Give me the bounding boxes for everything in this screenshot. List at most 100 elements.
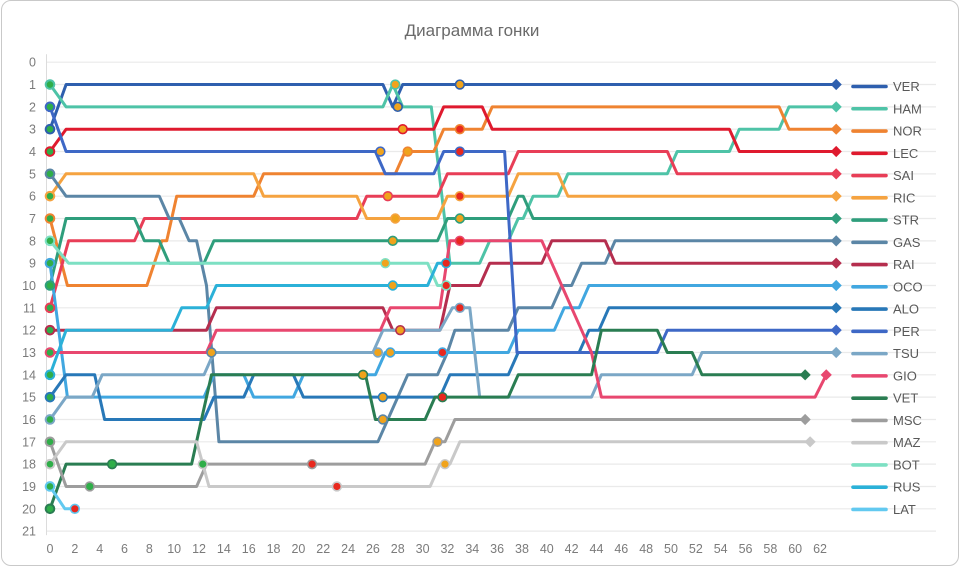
pit-marker-RUS-lap28 [387, 280, 398, 291]
x-tick-26: 26 [366, 542, 380, 556]
legend-item-VET[interactable]: VET [851, 391, 918, 406]
legend-item-OCO[interactable]: OCO [851, 279, 923, 294]
x-tick-10: 10 [167, 542, 181, 556]
x-tick-58: 58 [763, 542, 777, 556]
legend-item-RIC[interactable]: RIC [851, 190, 915, 205]
legend-label-GAS: GAS [893, 235, 921, 250]
legend-item-BOT[interactable]: BOT [851, 457, 920, 472]
x-tick-42: 42 [565, 542, 579, 556]
finish-diamond-LEC [830, 145, 842, 158]
legend-item-MSC[interactable]: MSC [851, 413, 922, 428]
start-marker-OCO [44, 257, 56, 269]
legend-item-GIO[interactable]: GIO [851, 368, 917, 383]
finish-diamond-TSU [830, 346, 842, 359]
x-tick-18: 18 [267, 542, 281, 556]
y-tick-0: 0 [29, 56, 36, 70]
series-line-PER [48, 105, 838, 354]
legend-label-VER: VER [893, 79, 920, 94]
legend-label-GIO: GIO [893, 368, 917, 383]
legend-item-VER[interactable]: VER [851, 79, 920, 94]
legend-label-MAZ: MAZ [893, 435, 921, 450]
series-layer [48, 83, 838, 511]
pit-marker-TSU-lap26 [372, 347, 384, 358]
x-tick-38: 38 [515, 542, 529, 556]
x-tick-40: 40 [540, 542, 554, 556]
chart-title: Диаграмма гонки [405, 21, 540, 40]
y-tick-12: 12 [22, 324, 36, 338]
legend-item-LAT[interactable]: LAT [851, 502, 916, 517]
finish-diamond-STR [830, 212, 842, 225]
pit-marker-LAT-lap2 [69, 503, 81, 514]
start-marker-MAZ [44, 458, 56, 470]
legend-item-GAS[interactable]: GAS [851, 235, 921, 250]
series-line-SAI [48, 150, 838, 310]
finish-diamond-RIC [830, 190, 842, 202]
legend-item-ALO[interactable]: ALO [851, 302, 919, 317]
series-line-RUS [48, 261, 448, 377]
legend-label-ALO: ALO [893, 302, 919, 317]
legend-label-LEC: LEC [893, 146, 918, 161]
y-tick-10: 10 [22, 279, 36, 293]
marker-layer [44, 78, 842, 515]
y-tick-21: 21 [22, 525, 36, 539]
legend-item-SAI[interactable]: SAI [851, 168, 914, 183]
y-tick-20: 20 [22, 502, 36, 516]
pit-marker-MAZ-lap12 [197, 458, 208, 470]
pit-marker-MSC-lap31 [432, 436, 443, 448]
x-tick-54: 54 [714, 542, 728, 556]
legend-item-LEC[interactable]: LEC [851, 146, 918, 161]
y-tick-17: 17 [22, 435, 36, 449]
legend-item-NOR[interactable]: NOR [851, 124, 922, 139]
legend-item-RUS[interactable]: RUS [851, 480, 921, 495]
pit-marker-NOR-lap33 [454, 123, 466, 135]
x-tick-24: 24 [341, 542, 355, 556]
legend-label-RIC: RIC [893, 190, 915, 205]
y-tick-5: 5 [29, 167, 36, 181]
x-tick-56: 56 [739, 542, 753, 556]
y-tick-4: 4 [29, 145, 36, 159]
y-tick-9: 9 [29, 257, 36, 271]
legend-item-PER[interactable]: PER [851, 324, 920, 339]
series-line-GIO [48, 239, 828, 399]
start-marker-ALO [44, 391, 56, 403]
pit-marker-BOT-lap32 [440, 280, 452, 291]
legend-item-RAI[interactable]: RAI [851, 257, 915, 272]
legend-label-RAI: RAI [893, 257, 915, 272]
y-tick-16: 16 [22, 413, 36, 427]
x-tick-36: 36 [490, 542, 504, 556]
legend-label-HAM: HAM [893, 101, 922, 116]
x-tick-14: 14 [217, 542, 231, 556]
pit-marker-PER-lap33 [454, 146, 466, 157]
x-tick-32: 32 [440, 542, 454, 556]
start-marker-HAM [44, 79, 56, 90]
finish-diamond-GAS [830, 235, 842, 247]
series-line-BOT [48, 239, 448, 287]
legend-item-TSU[interactable]: TSU [851, 346, 919, 361]
start-marker-NOR [44, 213, 56, 224]
pit-marker-ALO-lap27 [377, 391, 389, 403]
start-marker-VER [44, 123, 56, 135]
pit-marker-PER-lap27 [375, 146, 386, 157]
x-tick-60: 60 [788, 542, 802, 556]
start-marker-MSC [44, 436, 56, 448]
legend-item-HAM[interactable]: HAM [851, 101, 922, 116]
legend-label-RUS: RUS [893, 480, 921, 495]
legend-label-VET: VET [893, 391, 918, 406]
pit-marker-LEC-lap28 [397, 123, 408, 135]
legend-label-LAT: LAT [893, 502, 916, 517]
pit-marker-MAZ-lap23 [331, 481, 343, 492]
x-tick-46: 46 [614, 542, 628, 556]
start-marker-VET [44, 503, 56, 515]
pit-marker-VET-lap5 [106, 458, 118, 470]
start-marker-BOT [44, 235, 56, 247]
series-line-VET [48, 328, 807, 511]
legend-label-NOR: NOR [893, 124, 922, 139]
x-tick-62: 62 [813, 542, 827, 556]
series-line-TSU [48, 306, 838, 421]
legend-item-MAZ[interactable]: MAZ [851, 435, 921, 450]
pit-marker-MSC-lap21 [306, 458, 318, 470]
y-tick-2: 2 [29, 100, 36, 114]
y-tick-13: 13 [22, 346, 36, 360]
y-tick-14: 14 [22, 368, 36, 382]
legend-item-STR[interactable]: STR [851, 213, 919, 228]
